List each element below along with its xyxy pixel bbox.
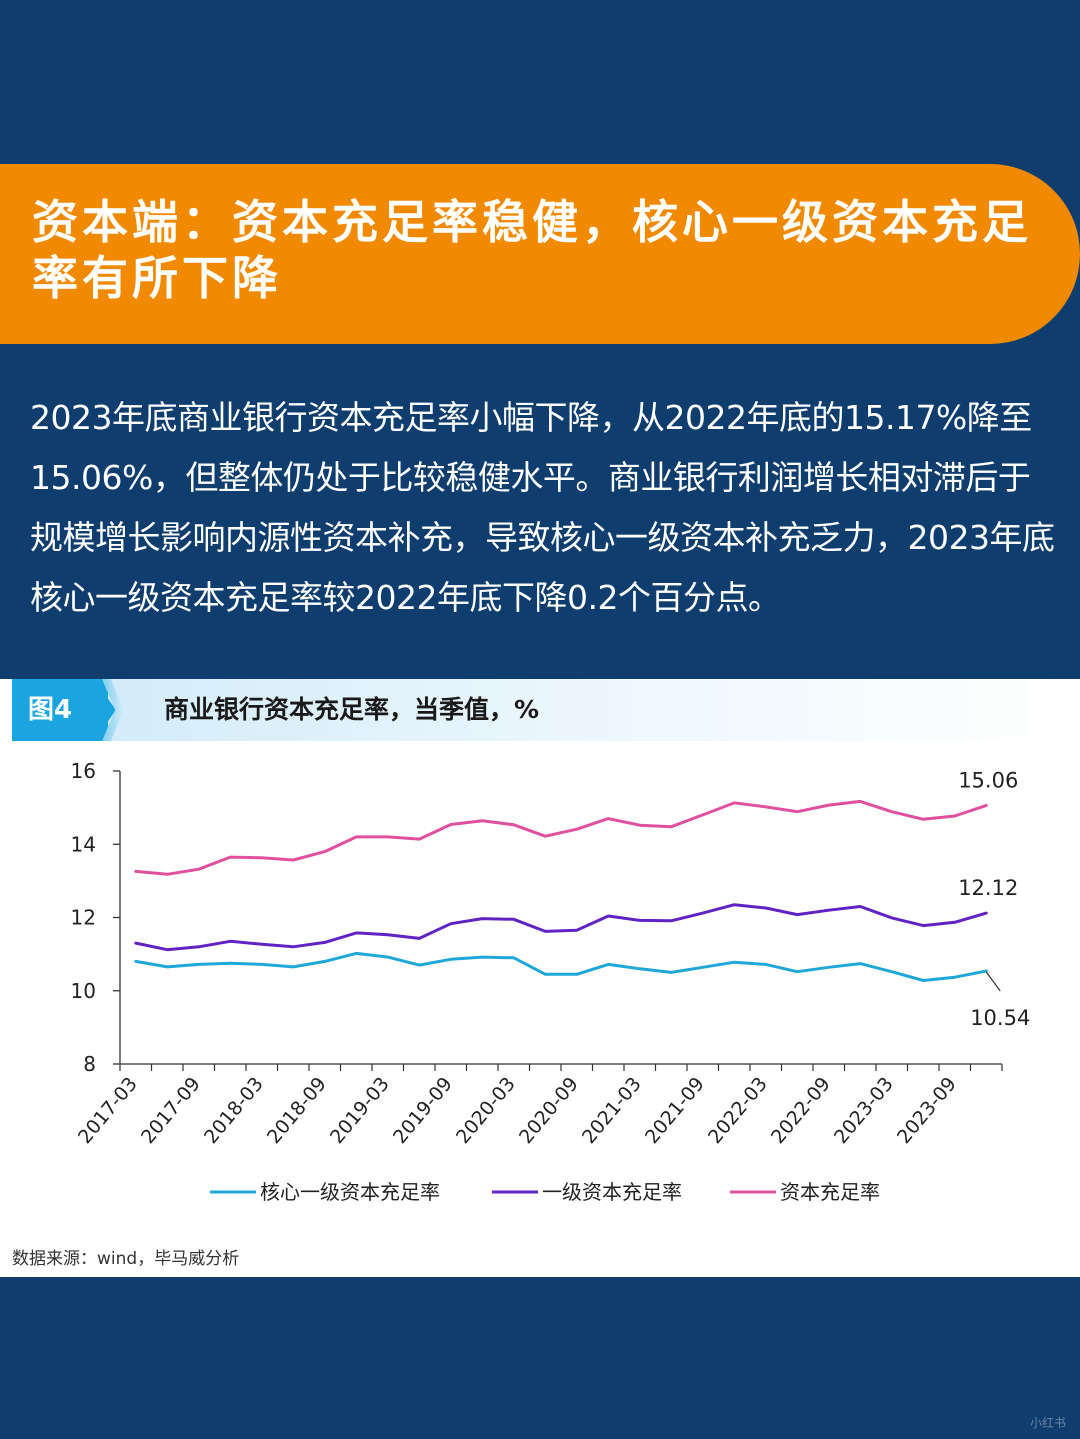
annotation-leader: [985, 971, 1001, 992]
x-tick-label: 2022-03: [704, 1073, 772, 1148]
legend-label: 核心一级资本充足率: [260, 1180, 440, 1204]
y-tick-label: 12: [71, 906, 96, 930]
title-banner: [0, 164, 1080, 344]
end-value-label: 12.12: [958, 876, 1018, 900]
x-tick-label: 2022-09: [767, 1073, 835, 1148]
x-tick-label: 2021-03: [578, 1073, 646, 1148]
series-line: [134, 951, 988, 982]
chart-annotations: 15.06 12.12 10.54: [958, 768, 1030, 1030]
end-value-label: 15.06: [958, 768, 1018, 792]
figure-title: 商业银行资本充足率，当季值，%: [164, 695, 540, 724]
x-tick-label: 2019-09: [389, 1073, 457, 1148]
watermark-logo: 小红书: [1029, 1416, 1066, 1430]
legend-label: 资本充足率: [780, 1180, 880, 1204]
y-tick-label: 14: [71, 832, 96, 856]
x-tick-label: 2017-03: [74, 1073, 142, 1148]
legend-label: 一级资本充足率: [542, 1180, 682, 1204]
line-chart: 8101214162017-032017-092018-032018-09201…: [71, 759, 1031, 1204]
x-tick-label: 2017-09: [137, 1073, 205, 1148]
chart-legend: 核心一级资本充足率 一级资本充足率 资本充足率: [210, 1180, 880, 1204]
x-tick-label: 2023-09: [893, 1073, 961, 1148]
y-tick-label: 10: [71, 979, 96, 1003]
intro-paragraph: 2023年底商业银行资本充足率小幅下降，从2022年底的15.17%降至15.0…: [30, 398, 1055, 617]
series-line: [134, 903, 988, 952]
y-tick-label: 8: [83, 1052, 96, 1076]
series-line: [134, 799, 988, 876]
x-tick-label: 2021-09: [641, 1073, 709, 1148]
x-tick-label: 2018-03: [200, 1073, 268, 1148]
data-source: 数据来源：wind，毕马威分析: [12, 1249, 240, 1269]
x-tick-label: 2019-03: [326, 1073, 394, 1148]
figure-panel: [0, 679, 1080, 1277]
x-tick-label: 2018-09: [263, 1073, 331, 1148]
figure-tag: 图4: [12, 679, 108, 741]
x-tick-label: 2020-09: [515, 1073, 583, 1148]
figure-header-band: [102, 679, 1080, 741]
page-title: 资本端：资本充足率稳健，核心一级资本充足率有所下降: [32, 195, 1032, 305]
x-tick-label: 2023-03: [830, 1073, 898, 1148]
x-tick-label: 2020-03: [452, 1073, 520, 1148]
end-value-label: 10.54: [970, 1006, 1030, 1030]
chart-lines: [134, 799, 988, 982]
chart-axes: 8101214162017-032017-092018-032018-09201…: [71, 759, 1003, 1148]
y-tick-label: 16: [71, 759, 96, 783]
figure-header: 图4 商业银行资本充足率，当季值，%: [12, 679, 1080, 741]
